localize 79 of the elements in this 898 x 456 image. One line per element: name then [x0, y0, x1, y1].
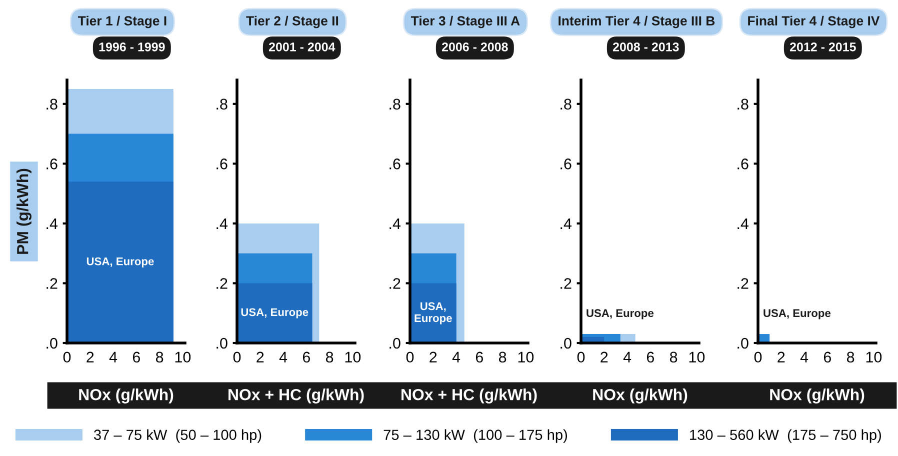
y-tick-label: .6: [216, 158, 228, 170]
x-tick-label: 6: [132, 352, 140, 363]
y-tick-label: .8: [216, 98, 228, 110]
chart-title: Tier 3 / Stage III A: [410, 16, 520, 28]
x-tick-label: 8: [156, 352, 164, 363]
annotation: USA, Europe: [241, 308, 308, 318]
x-tick-label: 10: [866, 352, 882, 363]
x-tick-label: 6: [302, 352, 310, 363]
y-axis-title: PM (g/kWh): [16, 168, 32, 254]
annotation: USA, Europe: [86, 257, 154, 268]
chart-subtitle: 2006 - 2008: [442, 42, 508, 52]
chart-subtitle: 1996 - 1999: [99, 42, 165, 52]
x-tick-label: 2: [86, 352, 94, 362]
y-tick-label: .4: [390, 218, 401, 229]
y-tick-label: .4: [216, 218, 228, 229]
x-tick-label: 10: [345, 352, 361, 363]
y-tick-label: .8: [46, 98, 58, 110]
x-tick-label: 4: [279, 352, 288, 362]
legend-label: 75 – 130 kW (100 – 175 hp): [384, 429, 568, 443]
x-tick-label: 2: [430, 352, 437, 362]
annotation: USA, Europe: [414, 302, 452, 324]
chart-subtitle: 2012 - 2015: [790, 42, 856, 52]
y-tick-label: .0: [216, 338, 228, 349]
x-tick-label: 0: [233, 352, 241, 363]
x-tick-label: 0: [577, 352, 585, 363]
x-tick-label: 10: [175, 352, 191, 363]
x-tick-label: 2: [778, 352, 785, 362]
x-axis-title: NOx + HC (g/kWh): [402, 388, 537, 404]
y-tick-label: .2: [560, 278, 572, 289]
chart-subtitle: 2008 - 2013: [612, 42, 679, 52]
annotation: USA, Europe: [586, 309, 654, 320]
x-axis-title: NOx (g/kWh): [770, 388, 864, 404]
y-tick-label: .2: [738, 278, 748, 289]
y-tick-label: .8: [560, 98, 572, 110]
x-tick-label: 2: [600, 352, 608, 362]
chart-title: Interim Tier 4 / Stage III B: [558, 16, 715, 28]
chart-title: Tier 1 / Stage I: [78, 16, 166, 28]
x-tick-label: 8: [846, 352, 854, 363]
x-tick-label: 4: [109, 352, 118, 362]
x-axis-title: NOx + HC (g/kWh): [228, 388, 364, 404]
y-tick-label: .6: [560, 158, 572, 170]
y-tick-label: .0: [560, 338, 572, 349]
y-tick-label: .4: [738, 218, 749, 229]
y-tick-label: .2: [46, 278, 58, 289]
legend-label: 130 – 560 kW (175 – 750 hp): [690, 429, 881, 443]
chart-title: Tier 2 / Stage II: [246, 16, 338, 28]
y-tick-label: .4: [560, 218, 572, 229]
x-axis-title: NOx (g/kWh): [593, 388, 688, 404]
x-tick-label: 2: [256, 352, 264, 362]
x-tick-label: 4: [800, 352, 808, 362]
y-tick-label: .6: [46, 158, 58, 170]
x-tick-label: 8: [670, 352, 678, 363]
x-tick-label: 6: [824, 352, 831, 363]
y-tick-label: .6: [738, 158, 748, 170]
y-tick-label: .4: [46, 218, 58, 229]
x-tick-label: 0: [406, 352, 414, 363]
x-tick-label: 6: [476, 352, 483, 363]
x-tick-label: 10: [518, 352, 534, 363]
x-tick-label: 4: [623, 352, 632, 362]
chart-subtitle: 2001 - 2004: [268, 42, 336, 52]
y-tick-label: .0: [46, 338, 58, 349]
y-tick-label: .0: [390, 338, 400, 349]
y-tick-label: .2: [216, 278, 228, 289]
y-tick-label: .0: [738, 338, 748, 349]
x-tick-label: 8: [326, 352, 334, 363]
y-tick-label: .8: [738, 98, 748, 110]
x-tick-label: 0: [754, 352, 762, 363]
legend-label: 37 – 75 kW (50 – 100 hp): [94, 429, 262, 443]
chart-title: Final Tier 4 / Stage IV: [748, 16, 880, 28]
x-tick-label: 8: [498, 352, 506, 363]
y-tick-label: .6: [390, 158, 400, 170]
x-axis-title: NOx (g/kWh): [79, 388, 174, 404]
x-tick-label: 10: [689, 352, 705, 363]
x-tick-label: 0: [63, 352, 71, 363]
x-tick-label: 6: [646, 352, 654, 363]
y-tick-label: .2: [390, 278, 400, 289]
annotation: USA, Europe: [764, 309, 831, 320]
x-tick-label: 4: [452, 352, 460, 362]
y-tick-label: .8: [390, 98, 400, 110]
